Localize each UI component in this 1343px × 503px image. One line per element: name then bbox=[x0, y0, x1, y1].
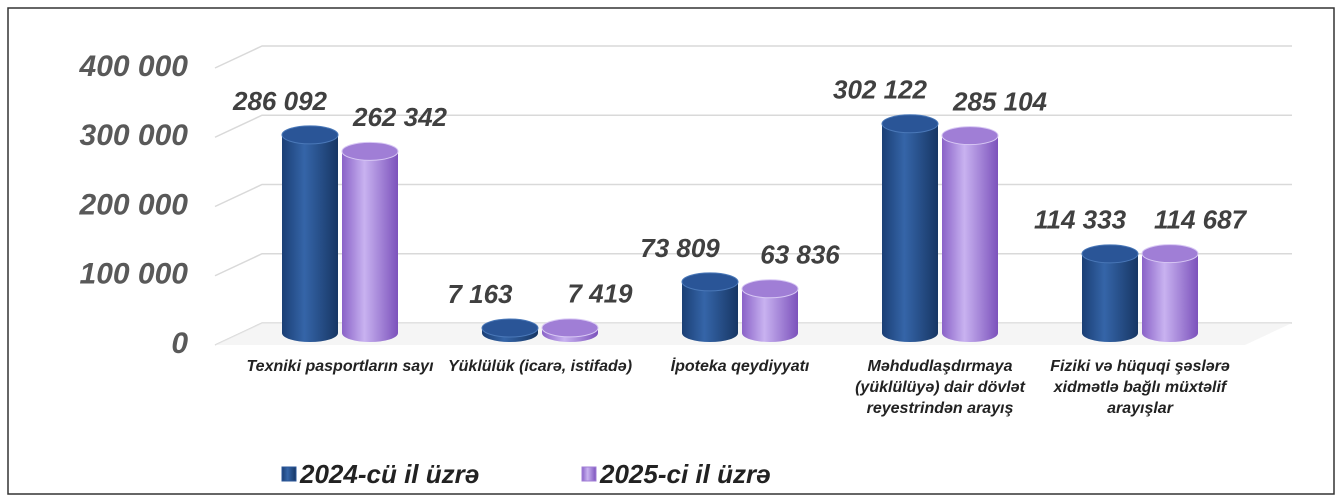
bar bbox=[281, 125, 339, 342]
bar-body bbox=[282, 134, 338, 333]
bar-top bbox=[941, 126, 999, 146]
bar bbox=[881, 114, 939, 342]
grid-line bbox=[214, 114, 1292, 138]
bar bbox=[341, 141, 399, 342]
bar-top bbox=[681, 272, 739, 292]
bar bbox=[741, 279, 799, 342]
legend-label: 2025-ci il üzrə bbox=[599, 459, 771, 489]
bar-top bbox=[1081, 244, 1139, 264]
frame bbox=[7, 7, 1335, 495]
x-tick-label: Texniki pasportların sayı bbox=[246, 358, 434, 375]
x-tick-label: Yüklülük (icarə, istifadə) bbox=[447, 358, 633, 375]
value-label: 63 836 bbox=[760, 240, 840, 270]
value-label: 73 809 bbox=[640, 233, 720, 263]
bar-body bbox=[942, 135, 998, 333]
bar-top bbox=[541, 318, 599, 338]
bar bbox=[941, 126, 999, 342]
legend-swatch bbox=[281, 466, 297, 482]
y-tick-label: 400 000 bbox=[79, 50, 189, 83]
bar-top bbox=[481, 318, 539, 338]
bar bbox=[1081, 244, 1139, 342]
bar bbox=[1141, 244, 1199, 342]
value-label: 114 687 bbox=[1154, 204, 1248, 234]
y-tick-label: 0 bbox=[171, 327, 188, 360]
bar-top bbox=[881, 114, 939, 134]
y-tick-label: 200 000 bbox=[79, 188, 189, 221]
bar bbox=[481, 318, 539, 342]
bar-body bbox=[1142, 253, 1198, 333]
x-tick-label: Məhdudlaşdırmaya (yüklülüyə) dair dövlət… bbox=[855, 358, 1025, 417]
value-label: 7 419 bbox=[567, 279, 633, 309]
y-tick-label: 300 000 bbox=[80, 119, 189, 152]
value-label: 286 092 bbox=[232, 86, 328, 116]
bar bbox=[681, 272, 739, 342]
x-tick-label: İpoteka qeydiyyatı bbox=[670, 358, 810, 375]
legend-label: 2024-cü il üzrə bbox=[299, 459, 479, 489]
value-label: 302 122 bbox=[833, 75, 928, 105]
bar-body bbox=[1082, 253, 1138, 333]
y-tick-label: 100 000 bbox=[80, 258, 189, 291]
value-label: 114 333 bbox=[1034, 205, 1127, 235]
x-tick-label: Fiziki və hüquqi şəslərə xidmətlə bağlı … bbox=[1050, 358, 1230, 417]
grid-line bbox=[214, 45, 1292, 69]
bar-body bbox=[882, 123, 938, 333]
bar-top bbox=[741, 279, 799, 299]
bar bbox=[541, 318, 599, 342]
bar-top bbox=[281, 125, 339, 145]
value-label: 262 342 bbox=[352, 102, 448, 132]
bar-top bbox=[341, 141, 399, 161]
value-label: 285 104 bbox=[952, 86, 1048, 116]
bar-top bbox=[1141, 244, 1199, 264]
value-label: 7 163 bbox=[447, 279, 513, 309]
legend-swatch bbox=[581, 466, 597, 482]
bar-body bbox=[342, 151, 398, 333]
